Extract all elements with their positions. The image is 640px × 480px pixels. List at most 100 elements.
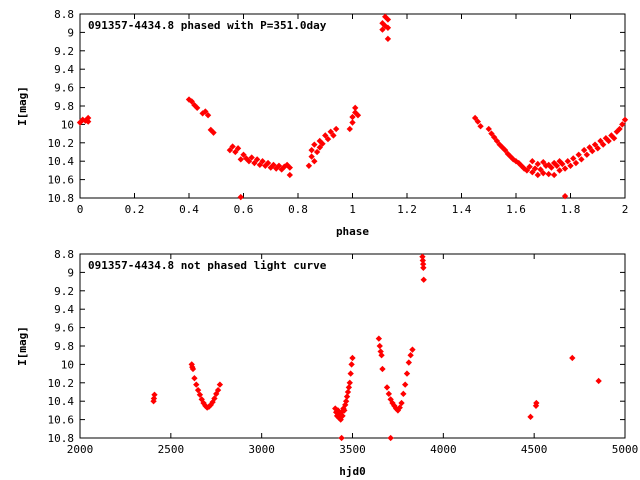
- data-point: [322, 132, 329, 139]
- data-point: [420, 264, 427, 271]
- phased-light-curve-panel: 0 0.2 0.4 0.6 0.8 1 1.2 1.4 1.6 1.8 2 8.8 9 9.2 9.4 9.6…: [16, 8, 628, 238]
- data-point: [251, 159, 258, 167]
- data-point: [529, 169, 536, 176]
- data-point: [545, 170, 552, 178]
- x-tick-label: 5000: [612, 443, 639, 456]
- data-point: [540, 158, 547, 166]
- y-tick-label: 10: [61, 358, 74, 371]
- y-tick-label: 10.8: [48, 192, 75, 205]
- data-point: [345, 384, 353, 391]
- data-point: [193, 381, 200, 388]
- y-tick-label: 9.6: [54, 82, 74, 95]
- data-point: [580, 146, 588, 154]
- data-point: [384, 16, 392, 23]
- y-tick-label: 10.8: [48, 432, 75, 445]
- x-tick-label: 2000: [67, 443, 94, 456]
- data-point: [594, 145, 601, 152]
- data-point: [533, 399, 540, 407]
- y-axis-label: I[mag]: [16, 326, 29, 366]
- data-point: [341, 407, 348, 414]
- y-tick-label: 9.2: [54, 45, 74, 58]
- x-tick-label: 0: [77, 203, 84, 216]
- data-point: [586, 144, 593, 151]
- y-tick-label: 10.4: [48, 395, 75, 408]
- data-point: [485, 125, 492, 133]
- data-point: [471, 114, 479, 122]
- data-point: [216, 381, 224, 388]
- data-point: [384, 35, 392, 43]
- data-point: [379, 365, 386, 373]
- data-point: [474, 118, 482, 125]
- data-point: [531, 165, 539, 172]
- y-tick-label: 10.2: [48, 377, 75, 390]
- data-point: [407, 352, 414, 359]
- data-point: [616, 125, 623, 133]
- data-point: [339, 412, 346, 420]
- data-point: [600, 141, 607, 148]
- data-point: [332, 125, 340, 133]
- data-point: [316, 144, 323, 151]
- data-point: [211, 395, 218, 402]
- x-tick-label: 2: [622, 203, 629, 216]
- x-tick-label: 3500: [339, 443, 366, 456]
- x-tick-label: 1: [349, 203, 356, 216]
- data-point: [583, 151, 591, 158]
- data-point: [578, 156, 585, 163]
- data-point: [248, 154, 255, 161]
- data-point: [305, 162, 313, 169]
- x-tick-label: 3000: [248, 443, 275, 456]
- x-tick-label: 1.8: [561, 203, 581, 216]
- data-point: [575, 151, 582, 158]
- data-point: [526, 163, 533, 170]
- data-point: [327, 128, 334, 135]
- data-point: [595, 377, 602, 385]
- x-tick-label: 4500: [521, 443, 548, 456]
- data-point: [151, 391, 158, 398]
- data-point: [354, 112, 362, 119]
- data-point: [245, 158, 253, 165]
- x-tick-label: 0.8: [288, 203, 308, 216]
- data-point: [313, 148, 321, 156]
- data-point: [589, 147, 596, 155]
- data-point: [385, 390, 392, 398]
- data-point: [570, 155, 577, 162]
- data-point: [349, 119, 356, 126]
- y-tick-label: 8.8: [54, 248, 74, 261]
- data-point: [204, 112, 212, 119]
- data-point: [346, 125, 353, 133]
- data-point: [188, 98, 195, 105]
- data-point: [529, 158, 536, 165]
- data-point: [610, 135, 618, 142]
- data-point: [523, 167, 531, 174]
- data-point: [605, 137, 612, 145]
- data-point: [556, 167, 563, 174]
- data-point: [347, 370, 354, 377]
- data-point: [319, 140, 326, 147]
- data-point: [324, 135, 332, 143]
- data-point: [311, 141, 318, 148]
- data-point: [338, 434, 345, 442]
- data-point: [420, 276, 427, 283]
- data-point: [378, 352, 385, 359]
- data-point: [308, 146, 315, 154]
- plot-title: 091357-4434.8 not phased light curve: [88, 259, 327, 272]
- data-point: [387, 434, 394, 442]
- data-point: [85, 118, 92, 125]
- y-tick-label: 9.8: [54, 340, 74, 353]
- data-point: [343, 393, 351, 400]
- data-point: [537, 166, 544, 173]
- data-point: [545, 161, 552, 169]
- data-point: [210, 129, 217, 136]
- x-tick-label: 1.2: [397, 203, 417, 216]
- data-point: [383, 384, 391, 391]
- x-tick-label: 4000: [430, 443, 457, 456]
- data-point: [621, 116, 629, 123]
- data-point: [375, 335, 383, 342]
- data-point: [491, 134, 498, 141]
- data-point: [232, 148, 239, 156]
- data-point: [256, 161, 264, 169]
- y-tick-label: 10: [61, 118, 74, 131]
- data-point: [348, 361, 355, 368]
